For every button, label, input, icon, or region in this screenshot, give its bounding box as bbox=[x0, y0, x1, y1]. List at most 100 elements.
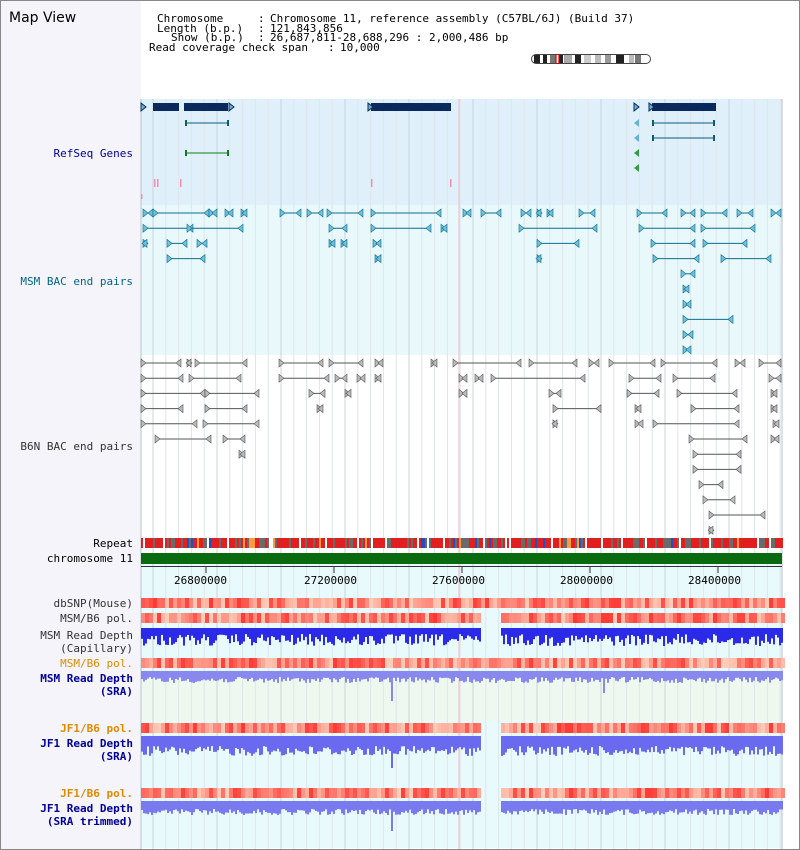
track-label-msm-depth-capillary-1[interactable]: MSM Read Depth bbox=[40, 629, 133, 642]
read-depth-bar bbox=[191, 628, 193, 636]
polymorphism-density-cell bbox=[153, 788, 157, 798]
repeat-mark bbox=[571, 538, 573, 548]
read-depth-bar bbox=[589, 736, 591, 754]
bac-end-arrow bbox=[528, 358, 535, 368]
read-depth-bar bbox=[629, 628, 631, 645]
read-depth-bar bbox=[279, 801, 281, 814]
read-depth-bar bbox=[357, 736, 359, 748]
read-depth-bar bbox=[273, 736, 275, 751]
read-depth-bar bbox=[177, 628, 179, 638]
read-depth-bar bbox=[201, 736, 203, 752]
repeat-mark bbox=[713, 538, 715, 548]
polymorphism-density-cell bbox=[749, 723, 753, 733]
polymorphism-density-cell bbox=[317, 788, 321, 798]
bac-end-arrow bbox=[689, 269, 696, 279]
read-depth-bar bbox=[301, 801, 303, 811]
read-depth-bar bbox=[765, 671, 767, 680]
track-label-jf1-depth-trimmed-2: (SRA trimmed) bbox=[46, 815, 133, 828]
track-label-msm-bac-end-pairs[interactable]: MSM BAC end pairs bbox=[20, 275, 133, 288]
polymorphism-density-cell bbox=[409, 613, 413, 623]
read-depth-bar bbox=[695, 671, 697, 682]
polymorphism-density-cell bbox=[685, 598, 689, 608]
read-depth-bar bbox=[501, 671, 503, 679]
read-depth-bar bbox=[739, 628, 741, 644]
track-label-dbsnp[interactable]: dbSNP(Mouse) bbox=[53, 597, 133, 610]
track-label-jf1-b6-pol-1[interactable]: JF1/B6 pol. bbox=[60, 722, 133, 735]
bac-end-arrow bbox=[241, 208, 248, 218]
track-label-jf1-depth-sra-1[interactable]: JF1 Read Depth bbox=[40, 737, 133, 750]
bac-end-arrow bbox=[682, 329, 689, 340]
track-label-msm-b6-pol-2[interactable]: MSM/B6 pol. bbox=[60, 657, 133, 670]
track-label-jf1-b6-pol-2[interactable]: JF1/B6 pol. bbox=[60, 787, 133, 800]
read-depth-bar bbox=[249, 736, 251, 754]
read-depth-bar bbox=[721, 671, 723, 679]
read-depth-bar bbox=[289, 671, 291, 681]
read-depth-bar bbox=[221, 671, 223, 679]
chromosome-ideogram[interactable] bbox=[531, 54, 651, 64]
read-depth-bar bbox=[151, 736, 153, 754]
polymorphism-density-cell bbox=[261, 658, 265, 668]
read-depth-bar bbox=[383, 671, 385, 680]
read-depth-bar bbox=[779, 628, 781, 646]
read-depth-bar bbox=[149, 671, 151, 678]
read-depth-bar bbox=[543, 628, 545, 643]
read-depth-bar bbox=[591, 671, 593, 678]
read-depth-bar bbox=[773, 671, 775, 680]
track-label-chromosome[interactable]: chromosome 11 bbox=[46, 552, 133, 565]
read-depth-bar bbox=[377, 628, 379, 644]
read-depth-bar bbox=[505, 736, 507, 753]
read-depth-bar bbox=[599, 628, 601, 639]
track-label-repeat[interactable]: Repeat bbox=[93, 537, 133, 550]
read-depth-bar bbox=[335, 628, 337, 637]
repeat-mark bbox=[745, 538, 747, 548]
polymorphism-density-cell bbox=[669, 788, 673, 798]
read-depth-bar bbox=[569, 736, 571, 753]
polymorphism-density-cell bbox=[777, 658, 781, 668]
polymorphism-density-cell bbox=[697, 723, 701, 733]
read-depth-bar bbox=[413, 628, 415, 644]
track-label-jf1-depth-trimmed-1[interactable]: JF1 Read Depth bbox=[40, 802, 133, 815]
read-depth-bar bbox=[771, 801, 773, 815]
polymorphism-density-cell bbox=[245, 613, 249, 623]
polymorphism-density-cell bbox=[749, 613, 753, 623]
repeat-mark bbox=[275, 538, 277, 548]
polymorphism-density-cell bbox=[765, 598, 769, 608]
polymorphism-density-cell bbox=[345, 598, 349, 608]
read-depth-bar bbox=[693, 736, 695, 753]
bac-end-arrow bbox=[152, 208, 159, 218]
polymorphism-density-cell bbox=[781, 598, 785, 608]
track-label-b6n-bac-end-pairs[interactable]: B6N BAC end pairs bbox=[20, 440, 133, 453]
track-label-msm-depth-sra-1[interactable]: MSM Read Depth bbox=[40, 672, 133, 685]
read-depth-bar bbox=[187, 801, 189, 812]
read-depth-bar bbox=[457, 736, 459, 749]
read-depth-bar bbox=[247, 628, 249, 637]
track-label-refseq-genes[interactable]: RefSeq Genes bbox=[53, 147, 133, 160]
polymorphism-density-cell bbox=[381, 598, 385, 608]
read-depth-bar bbox=[459, 628, 461, 635]
read-depth-bar bbox=[207, 628, 209, 638]
read-depth-bar bbox=[701, 671, 703, 682]
polymorphism-density-cell bbox=[257, 658, 261, 668]
polymorphism-density-cell bbox=[493, 658, 497, 668]
polymorphism-density-cell bbox=[433, 598, 437, 608]
read-depth-bar bbox=[493, 671, 495, 679]
read-depth-bar bbox=[271, 736, 273, 752]
gene-exon bbox=[185, 120, 187, 126]
bac-end-arrow bbox=[689, 208, 696, 218]
read-depth-bar bbox=[535, 671, 537, 678]
read-depth-bar bbox=[389, 628, 391, 635]
bac-end-arrow bbox=[520, 208, 527, 218]
polymorphism-density-cell bbox=[605, 658, 609, 668]
polymorphism-density-cell bbox=[177, 723, 181, 733]
polymorphism-density-cell bbox=[641, 598, 645, 608]
read-depth-bar bbox=[563, 736, 565, 748]
read-depth-bar bbox=[631, 628, 633, 635]
polymorphism-density-cell bbox=[477, 613, 481, 623]
track-label-msm-b6-pol-1[interactable]: MSM/B6 pol. bbox=[60, 612, 133, 625]
polymorphism-density-cell bbox=[769, 723, 773, 733]
read-depth-bar bbox=[221, 628, 223, 635]
repeat-mark bbox=[439, 538, 441, 548]
polymorphism-density-cell bbox=[597, 598, 601, 608]
read-depth-bar bbox=[351, 801, 353, 811]
